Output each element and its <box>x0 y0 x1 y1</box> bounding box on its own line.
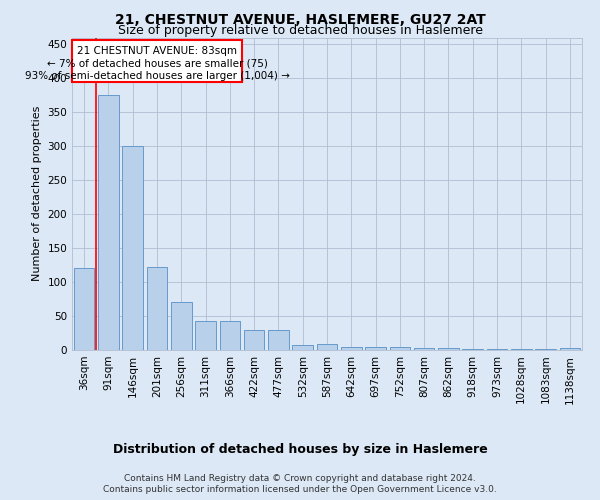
Bar <box>389 346 410 350</box>
Bar <box>244 330 265 350</box>
Bar <box>317 344 337 350</box>
Bar <box>511 348 532 350</box>
FancyBboxPatch shape <box>73 40 242 82</box>
Bar <box>560 348 580 350</box>
Text: Contains public sector information licensed under the Open Government Licence v3: Contains public sector information licen… <box>103 485 497 494</box>
Y-axis label: Number of detached properties: Number of detached properties <box>32 106 42 282</box>
Bar <box>122 146 143 350</box>
Bar <box>220 321 240 350</box>
Text: Distribution of detached houses by size in Haslemere: Distribution of detached houses by size … <box>113 442 487 456</box>
Bar <box>414 348 434 350</box>
Text: Contains HM Land Registry data © Crown copyright and database right 2024.: Contains HM Land Registry data © Crown c… <box>124 474 476 483</box>
Bar <box>487 348 508 350</box>
Bar <box>365 346 386 350</box>
Bar <box>146 267 167 350</box>
Text: Size of property relative to detached houses in Haslemere: Size of property relative to detached ho… <box>118 24 482 37</box>
Bar <box>171 302 191 350</box>
Bar <box>98 95 119 350</box>
Bar <box>535 348 556 350</box>
Bar <box>268 330 289 350</box>
Bar <box>195 321 216 350</box>
Text: 21 CHESTNUT AVENUE: 83sqm: 21 CHESTNUT AVENUE: 83sqm <box>77 46 238 56</box>
Bar <box>74 268 94 350</box>
Text: 93% of semi-detached houses are larger (1,004) →: 93% of semi-detached houses are larger (… <box>25 71 290 81</box>
Bar <box>341 346 362 350</box>
Bar <box>463 348 483 350</box>
Bar <box>292 344 313 350</box>
Bar <box>438 348 459 350</box>
Text: ← 7% of detached houses are smaller (75): ← 7% of detached houses are smaller (75) <box>47 58 268 68</box>
Text: 21, CHESTNUT AVENUE, HASLEMERE, GU27 2AT: 21, CHESTNUT AVENUE, HASLEMERE, GU27 2AT <box>115 12 485 26</box>
